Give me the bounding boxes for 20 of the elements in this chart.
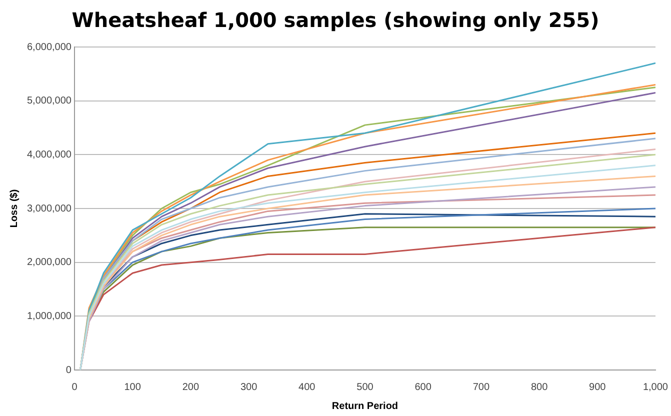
x-tick-label: 300 <box>240 382 258 393</box>
x-tick-label: 600 <box>414 382 432 393</box>
y-axis-title: Loss ($) <box>8 189 20 228</box>
x-tick-label: 200 <box>182 382 200 393</box>
x-tick-label: 700 <box>472 382 490 393</box>
y-tick-label: 0 <box>66 364 72 376</box>
x-tick-label: 1,000 <box>642 382 668 393</box>
x-tick-label: 500 <box>356 382 374 393</box>
y-tick-label: 6,000,000 <box>26 42 72 53</box>
x-tick-label: 100 <box>124 382 142 393</box>
y-tick-label: 5,000,000 <box>26 96 72 107</box>
x-tick-label: 900 <box>589 382 606 393</box>
y-tick-label: 1,000,000 <box>26 310 72 322</box>
x-axis-title: Return Period <box>332 400 398 412</box>
y-tick-label: 4,000,000 <box>26 149 72 160</box>
y-tick-label: 2,000,000 <box>26 257 72 268</box>
x-tick-label: 400 <box>298 382 316 393</box>
y-tick-label: 3,000,000 <box>26 203 72 214</box>
chart-title: Wheatsheaf 1,000 samples (showing only 255) <box>70 8 600 32</box>
x-tick-label: 800 <box>530 382 548 393</box>
